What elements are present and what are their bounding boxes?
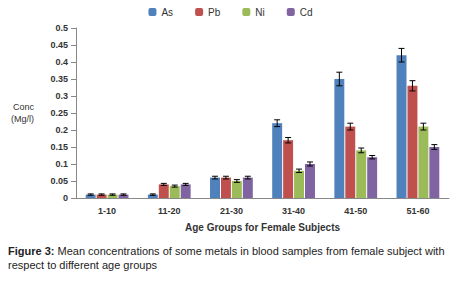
svg-text:0.05: 0.05	[50, 176, 68, 186]
svg-text:31-40: 31-40	[282, 206, 305, 216]
svg-text:Age Groups for Female Subjects: Age Groups for Female Subjects	[185, 222, 340, 233]
svg-text:51-60: 51-60	[406, 206, 429, 216]
svg-text:Ni: Ni	[255, 7, 264, 18]
svg-text:1-10: 1-10	[98, 206, 116, 216]
html-text:Figure 3: Mean concentrations: Figure 3: Mean concentrations of some me…	[8, 245, 445, 271]
svg-text:0.35: 0.35	[50, 74, 68, 84]
svg-text:0.2: 0.2	[55, 125, 68, 135]
svg-text:As: As	[161, 7, 173, 18]
svg-text:11-20: 11-20	[158, 206, 181, 216]
svg-text:0.15: 0.15	[50, 142, 68, 152]
svg-text:0.45: 0.45	[50, 40, 68, 50]
svg-text:0.25: 0.25	[50, 108, 68, 118]
svg-text:0: 0	[63, 193, 68, 203]
svg-text:Cd: Cd	[300, 7, 313, 18]
svg-text:41-50: 41-50	[344, 206, 367, 216]
svg-text:(Mg/l): (Mg/l)	[11, 114, 34, 124]
svg-text:Pb: Pb	[208, 7, 221, 18]
svg-text:0.3: 0.3	[55, 91, 68, 101]
svg-text:Conc: Conc	[13, 102, 35, 112]
svg-text:0.1: 0.1	[55, 159, 68, 169]
svg-text:0.5: 0.5	[55, 23, 68, 33]
svg-text:0.4: 0.4	[55, 57, 68, 67]
svg-text:21-30: 21-30	[220, 206, 243, 216]
